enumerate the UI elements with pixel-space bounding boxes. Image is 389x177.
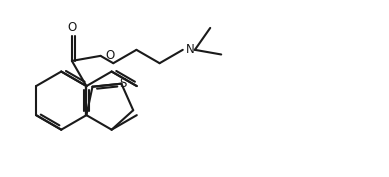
Text: O: O bbox=[67, 21, 77, 34]
Text: O: O bbox=[105, 49, 115, 62]
Text: S: S bbox=[120, 77, 127, 90]
Text: N: N bbox=[186, 43, 194, 56]
